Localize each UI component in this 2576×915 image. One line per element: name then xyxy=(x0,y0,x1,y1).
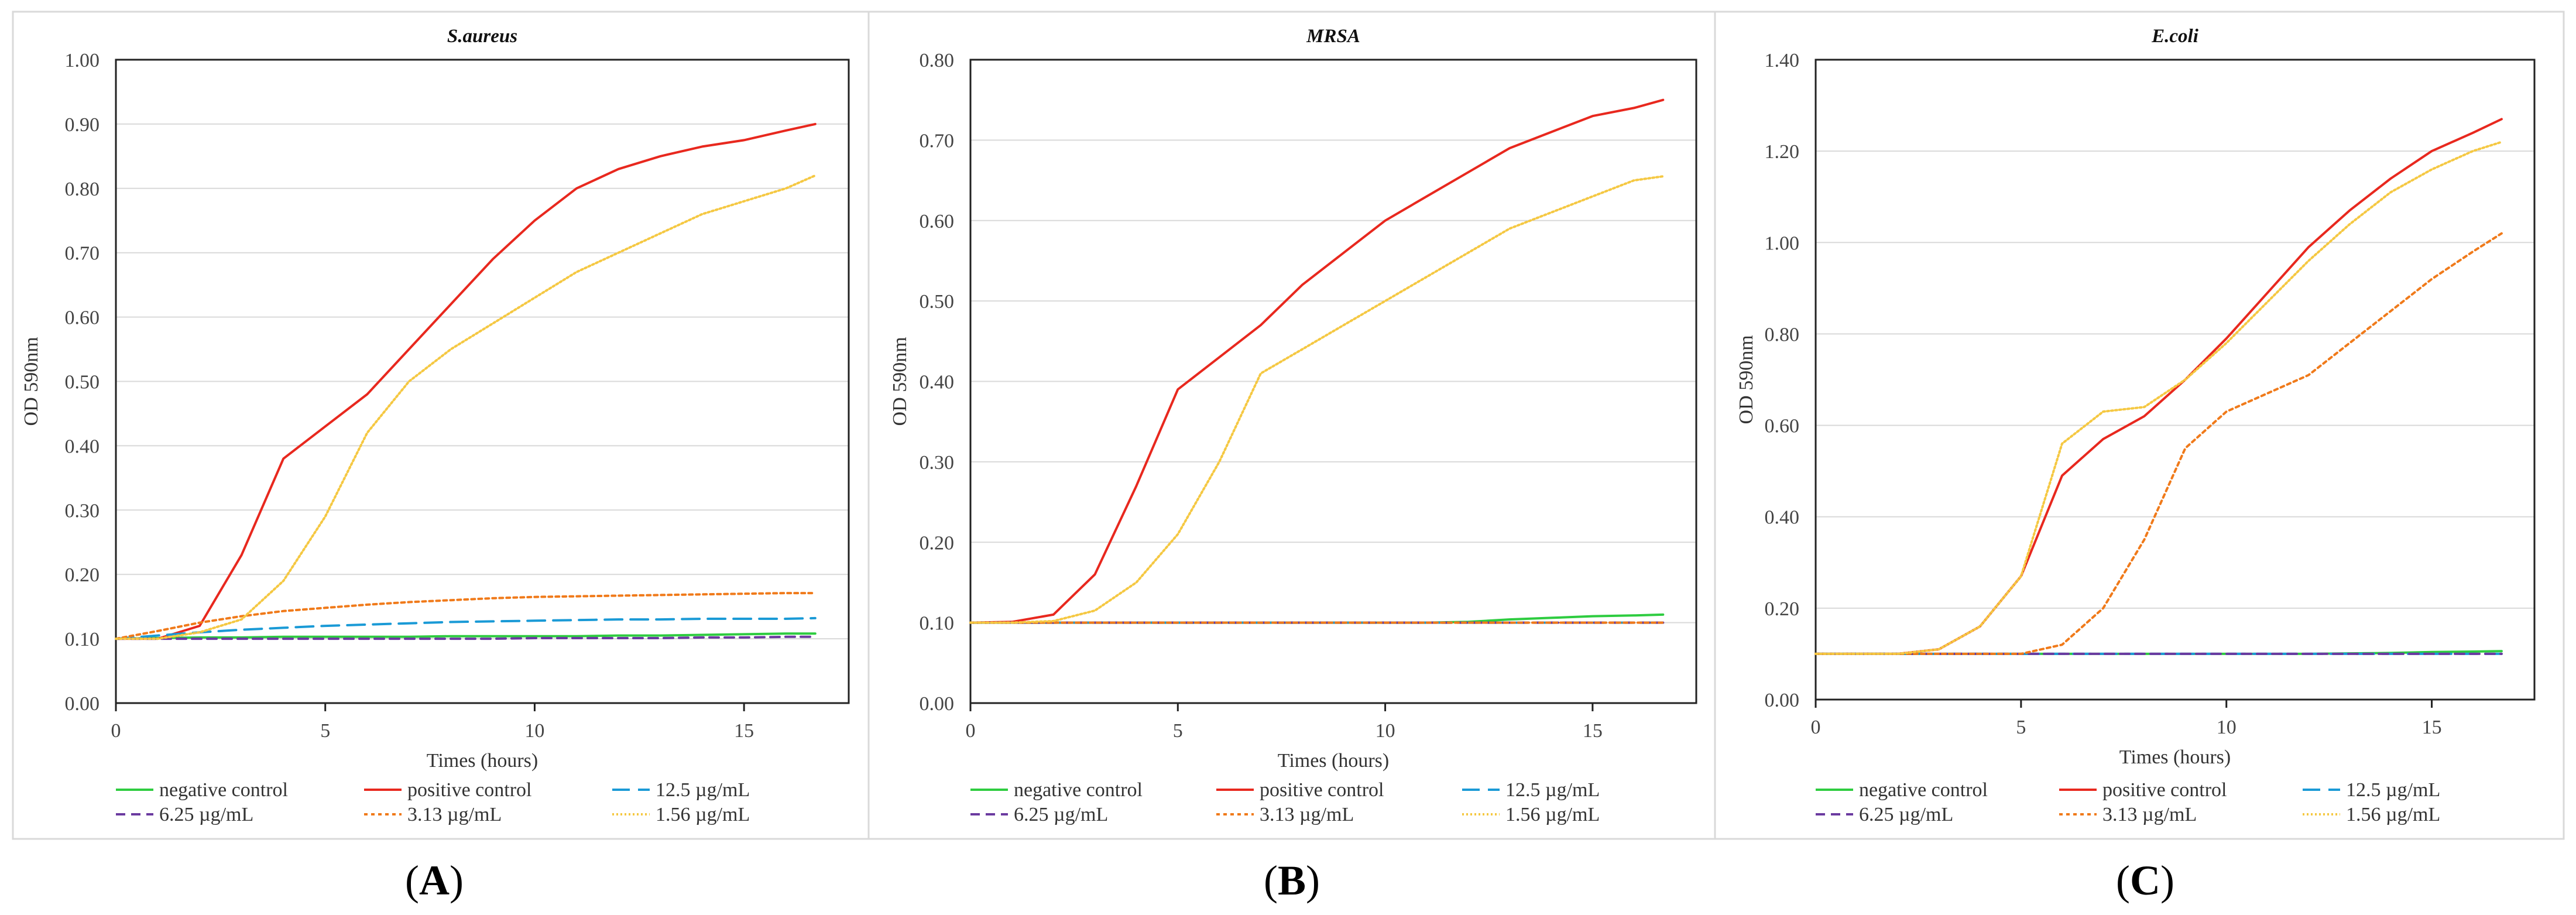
series-line-positive-control xyxy=(1814,118,2503,655)
legend-label: negative control xyxy=(1859,779,1988,801)
y-tick-label: 0.70 xyxy=(920,130,955,152)
y-tick-label: 0.80 xyxy=(1765,324,1800,345)
y-tick-label: 0.30 xyxy=(65,500,100,522)
legend-label: positive control xyxy=(2102,779,2227,801)
x-tick-label: 0 xyxy=(1811,717,1821,738)
series-line-6-25-g-ml xyxy=(115,635,817,640)
x-tick-label: 15 xyxy=(1583,720,1603,742)
x-tick-label: 10 xyxy=(2217,717,2237,738)
series-line-positive-control xyxy=(969,98,1665,624)
series-line-1-56-g-ml xyxy=(115,174,817,640)
legend-label: negative control xyxy=(1014,779,1143,801)
chart-panel-2: MRSA 0.00 0.10 0.20 0.30 0.40 0.50 0.60 0.70 0.80… xyxy=(889,26,1697,904)
legend-label: 1.56 µg/mL xyxy=(2346,804,2440,825)
legend-label: 12.5 µg/mL xyxy=(656,779,750,801)
y-tick-label: 1.20 xyxy=(1765,141,1800,163)
x-tick-label: 15 xyxy=(734,720,754,742)
legend-label: positive control xyxy=(407,779,531,801)
series-line-12-5-g-ml xyxy=(115,616,817,640)
series-line-1-56-g-ml xyxy=(1814,140,2503,655)
x-tick-label: 5 xyxy=(2016,717,2026,738)
y-tick-label: 0.20 xyxy=(65,564,100,586)
legend-label: 1.56 µg/mL xyxy=(656,804,750,825)
x-tick-label: 5 xyxy=(1173,720,1183,742)
y-tick-label: 0.60 xyxy=(920,211,955,232)
plot-area-border xyxy=(969,59,1697,704)
chart-title: E.coli xyxy=(2151,26,2199,47)
chart-title: MRSA xyxy=(1306,26,1360,47)
legend-label: positive control xyxy=(1260,779,1384,801)
series-line-negative-control xyxy=(115,632,817,640)
legend-label: negative control xyxy=(159,779,288,801)
series-line-1-56-g-ml xyxy=(969,175,1665,624)
paren-open: ( xyxy=(2116,857,2130,904)
legend-label: 3.13 µg/mL xyxy=(407,804,502,825)
x-tick-label: 0 xyxy=(111,720,121,742)
series-line-3-13-g-ml xyxy=(115,592,817,640)
y-axis-label: OD 590nm xyxy=(1735,335,1757,424)
x-tick-label: 5 xyxy=(320,720,330,742)
y-tick-label: 0.60 xyxy=(1765,416,1800,437)
y-tick-label: 0.40 xyxy=(1765,507,1800,529)
y-tick-label: 0.10 xyxy=(920,613,955,635)
y-axis-label: OD 590nm xyxy=(889,337,911,426)
y-tick-label: 0.90 xyxy=(65,114,100,136)
panel-letter-text: B xyxy=(1278,857,1306,904)
x-axis-label: Times (hours) xyxy=(1278,750,1390,772)
chart-panel-1: S.aureus 0.00 0.10 0.20 0.30 0.40 0.50 0.60 0.70… xyxy=(20,26,850,904)
y-tick-label: 0.50 xyxy=(920,291,955,313)
y-tick-label: 0.30 xyxy=(920,452,955,474)
x-tick-label: 0 xyxy=(966,720,976,742)
panel-letter-text: C xyxy=(2130,857,2160,904)
series-line-3-13-g-ml xyxy=(1814,232,2503,655)
legend-label: 1.56 µg/mL xyxy=(1505,804,1600,825)
y-tick-label: 0.80 xyxy=(920,50,955,71)
y-tick-label: 0.40 xyxy=(920,372,955,393)
legend-label: 6.25 µg/mL xyxy=(159,804,253,825)
x-axis-label: Times (hours) xyxy=(2119,746,2231,768)
y-tick-label: 0.50 xyxy=(65,372,100,393)
y-tick-label: 0.70 xyxy=(65,243,100,265)
chart-panel-3: E.coli 0.00 0.20 0.40 0.60 0.80 1.00 1.20 1.40 0 5… xyxy=(1735,26,2536,904)
legend-label: 6.25 µg/mL xyxy=(1859,804,1953,825)
panel-letter-text: A xyxy=(419,857,450,904)
panel-letter: (B) xyxy=(1264,857,1320,904)
paren-close: ) xyxy=(2160,857,2174,904)
x-axis-label: Times (hours) xyxy=(427,750,538,772)
series-line-positive-control xyxy=(115,122,817,640)
legend-label: 12.5 µg/mL xyxy=(2346,779,2440,801)
x-tick-label: 15 xyxy=(2422,717,2442,738)
chart-title: S.aureus xyxy=(447,26,517,47)
y-tick-label: 0.00 xyxy=(1765,690,1800,711)
y-tick-label: 0.00 xyxy=(65,693,100,715)
y-tick-label: 0.80 xyxy=(65,179,100,200)
figure-frame xyxy=(12,11,2565,840)
y-tick-label: 1.00 xyxy=(1765,232,1800,254)
y-tick-label: 1.00 xyxy=(65,50,100,71)
legend-label: 3.13 µg/mL xyxy=(2102,804,2197,825)
y-tick-label: 0.10 xyxy=(65,629,100,650)
legend-label: 3.13 µg/mL xyxy=(1260,804,1354,825)
plot-area-border xyxy=(1814,59,2536,701)
y-tick-label: 0.20 xyxy=(920,532,955,554)
y-tick-label: 1.40 xyxy=(1765,50,1800,71)
legend-label: 6.25 µg/mL xyxy=(1014,804,1108,825)
x-tick-label: 10 xyxy=(1376,720,1395,742)
paren-close: ) xyxy=(1306,857,1320,904)
paren-open: ( xyxy=(1264,857,1278,904)
y-tick-label: 0.40 xyxy=(65,436,100,457)
x-tick-label: 10 xyxy=(524,720,544,742)
y-tick-label: 0.00 xyxy=(920,693,955,715)
paren-open: ( xyxy=(405,857,419,904)
panel-letter: (A) xyxy=(405,857,464,904)
y-tick-label: 0.60 xyxy=(65,307,100,329)
plot-area-border xyxy=(115,59,850,704)
panel-letter: (C) xyxy=(2116,857,2174,904)
legend-label: 12.5 µg/mL xyxy=(1505,779,1600,801)
paren-close: ) xyxy=(450,857,464,904)
y-tick-label: 0.20 xyxy=(1765,598,1800,620)
y-axis-label: OD 590nm xyxy=(20,337,42,426)
